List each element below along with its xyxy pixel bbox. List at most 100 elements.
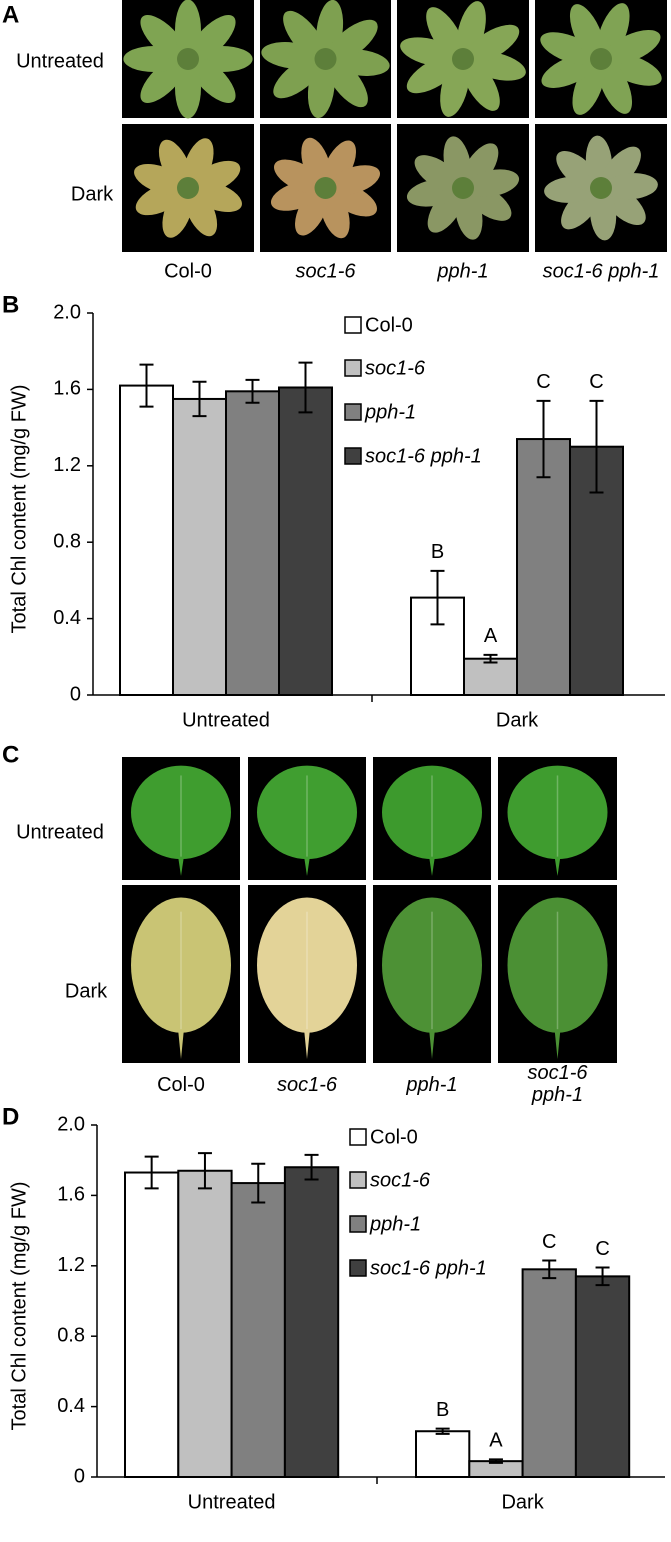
- column-label: soc1-6 pph-1: [527, 1062, 588, 1106]
- leaf: [572, 57, 606, 115]
- bar: [119, 384, 174, 696]
- error-bar: [589, 399, 604, 494]
- y-tick-label: 0: [74, 1465, 85, 1487]
- leaf: [426, 7, 465, 62]
- leaf: [603, 30, 661, 65]
- rosette-center: [314, 48, 337, 70]
- significance-letter: C: [589, 371, 603, 393]
- legend-swatch: [349, 1259, 367, 1277]
- x-tick-label: Untreated: [188, 1491, 276, 1513]
- legend-label: soc1-6 pph-1: [370, 1257, 487, 1279]
- panel-label: B: [2, 291, 19, 318]
- row-label: Dark: [71, 183, 114, 205]
- leaf: [461, 143, 499, 191]
- rosette-center: [177, 177, 199, 199]
- significance-letter: A: [484, 625, 498, 647]
- row-label: Untreated: [16, 50, 104, 72]
- y-axis-label: Total Chl content (mg/g FW): [8, 385, 30, 634]
- rosette-center: [590, 177, 612, 199]
- leaf: [257, 897, 357, 1033]
- row-label: Untreated: [16, 821, 104, 843]
- leaf: [461, 56, 500, 111]
- bar: [230, 1182, 286, 1478]
- error-bar: [488, 1458, 503, 1464]
- legend-swatch: [344, 359, 362, 377]
- leaf: [427, 185, 465, 233]
- error-bar: [536, 399, 551, 479]
- legend-label: pph-1: [369, 1213, 421, 1235]
- y-tick-label: 2.0: [57, 1113, 85, 1135]
- legend-swatch: [349, 1128, 367, 1146]
- bar: [516, 438, 571, 696]
- leaf: [596, 3, 630, 61]
- significance-letter: C: [542, 1231, 556, 1253]
- y-tick-label: 1.6: [57, 1184, 85, 1206]
- column-label: soc1-6 pph-1: [543, 260, 660, 282]
- column-label: soc1-6: [276, 1074, 338, 1096]
- column-label: pph-1: [436, 260, 488, 282]
- leaf: [414, 155, 462, 193]
- y-tick-label: 0.4: [57, 1395, 85, 1417]
- leaf: [569, 4, 605, 62]
- y-tick-label: 0.8: [53, 530, 81, 552]
- error-bar: [304, 1153, 319, 1181]
- y-tick-label: 0: [70, 683, 81, 705]
- leaf: [322, 140, 356, 191]
- legend-label: Col-0: [370, 1126, 418, 1148]
- leaf: [140, 15, 188, 63]
- leaf: [273, 159, 324, 194]
- error-bar: [483, 653, 498, 664]
- leaf: [382, 765, 482, 860]
- leaf: [540, 32, 599, 66]
- column-label: pph-1: [406, 1074, 458, 1096]
- bar: [415, 1430, 471, 1478]
- legend-swatch: [344, 316, 362, 334]
- bar: [283, 1166, 340, 1478]
- legend-swatch: [349, 1215, 367, 1233]
- bar: [463, 657, 518, 697]
- bar: [521, 1268, 577, 1478]
- rosette-center: [177, 48, 199, 70]
- leaf: [324, 56, 368, 108]
- leaf: [328, 165, 381, 196]
- bar: [177, 1169, 233, 1478]
- bar: [225, 390, 280, 696]
- leaf: [507, 765, 608, 860]
- y-tick-label: 2.0: [53, 301, 81, 323]
- error-bar: [139, 363, 154, 408]
- leaf: [465, 169, 520, 197]
- row-label: Dark: [65, 980, 108, 1002]
- legend-swatch: [344, 403, 362, 421]
- bar: [278, 386, 333, 696]
- panel-label: D: [2, 1103, 19, 1130]
- error-bar: [197, 1152, 212, 1190]
- leaf: [465, 24, 520, 64]
- y-tick-label: 0.4: [53, 607, 81, 629]
- significance-letter: B: [431, 541, 444, 563]
- y-axis-label: Total Chl content (mg/g FW): [8, 1182, 30, 1431]
- leaf: [131, 897, 231, 1033]
- error-bar: [595, 1266, 610, 1287]
- y-tick-label: 1.2: [53, 454, 81, 476]
- x-tick-label: Untreated: [182, 709, 270, 731]
- significance-letter: B: [436, 1399, 449, 1421]
- column-label: Col-0: [164, 260, 212, 282]
- error-bar: [251, 1162, 266, 1204]
- panel-label: A: [2, 1, 19, 28]
- y-tick-label: 1.2: [57, 1254, 85, 1276]
- leaf: [190, 160, 241, 194]
- y-tick-label: 1.6: [53, 378, 81, 400]
- error-bar: [430, 569, 445, 626]
- leaf: [556, 151, 601, 192]
- legend-label: soc1-6: [370, 1169, 431, 1191]
- column-label: Col-0: [157, 1074, 205, 1096]
- error-bar: [144, 1155, 159, 1190]
- bar: [124, 1171, 180, 1479]
- significance-letter: A: [489, 1430, 503, 1452]
- significance-letter: C: [595, 1238, 609, 1260]
- leaf: [597, 56, 633, 114]
- leaf: [188, 15, 236, 63]
- rosette-center: [452, 177, 474, 199]
